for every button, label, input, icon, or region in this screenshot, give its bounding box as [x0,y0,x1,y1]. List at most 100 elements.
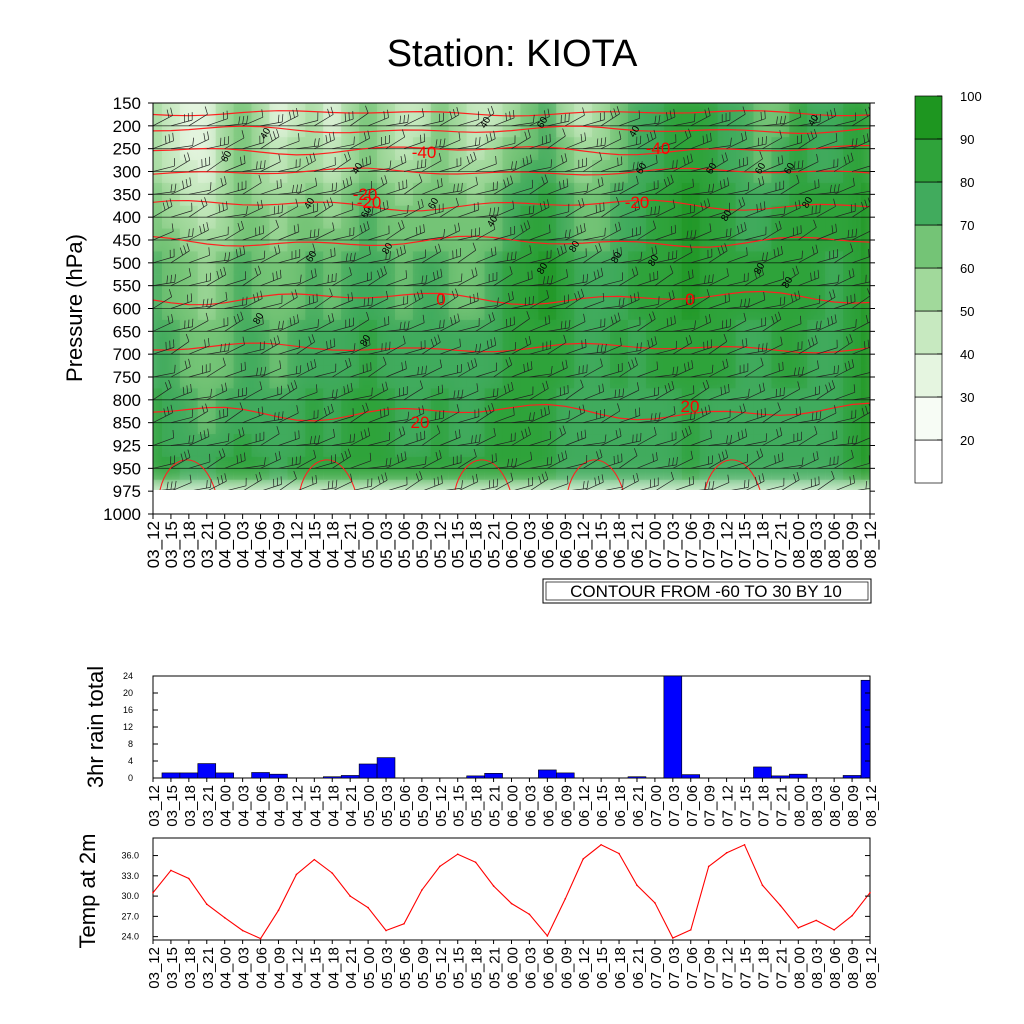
temp-point [797,927,800,929]
rh-cell [806,103,827,116]
colorbar-box [914,310,943,355]
time-tick-label: 05_15 [451,785,468,827]
colorbar-box [914,353,943,398]
wind-barb-flag [871,429,872,437]
surface-gap [153,490,870,514]
rain-bar [161,772,181,779]
time-tick-label: 05_06 [397,947,414,989]
time-tick-label: 07_15 [736,521,755,568]
time-tick-label: 03_15 [164,785,181,827]
wind-barb-flag [887,358,889,366]
temp-point [618,852,620,855]
time-tick-label: 08_03 [809,785,826,827]
time-tick-label: 08_00 [791,947,808,989]
time-tick-label: 05_18 [469,785,486,827]
rh-cell-edge [520,103,539,115]
time-tick-label: 06_15 [594,785,611,827]
colorbar-label: 50 [960,304,974,319]
time-tick-label: 05_21 [487,785,504,827]
temp-point [779,904,782,907]
time-tick-label: 04_03 [236,785,253,827]
wind-barb [869,125,870,126]
pressure-tick-label: 300 [113,163,141,182]
time-tick-label: 07_03 [664,521,683,568]
colorbar-label: 60 [960,261,974,276]
rain-y-tick-label: 8 [128,739,133,749]
time-tick-label: 05_18 [469,947,486,989]
pressure-tick-label: 700 [113,345,141,364]
time-tick-label: 04_00 [218,785,235,827]
time-tick-label: 05_03 [377,521,396,568]
time-tick-label: 04_18 [325,785,342,827]
colorbar-label: 80 [960,175,974,190]
time-tick-label: 05_18 [467,521,486,568]
time-tick-label: 04_15 [307,947,324,989]
pressure-tick-label: 950 [113,459,141,478]
wind-barb-flag [886,449,888,457]
pressure-tick-label: 1000 [103,505,141,524]
rh-cell-edge [215,103,234,115]
temp-point [313,858,316,861]
time-tick-label: 06_00 [505,947,522,989]
time-tick-label: 06_18 [612,785,629,827]
colorbar: 20 30 40 50 60 70 80 90 100 [914,89,982,484]
rh-cell-edge [179,103,198,115]
rh-cell [555,103,576,116]
time-tick-label: 07_09 [702,947,719,989]
colorbar-label: 90 [960,132,974,147]
wind-barb-flag [887,267,889,275]
time-tick-label: 07_09 [700,521,719,568]
time-tick-label: 04_21 [343,947,360,989]
time-tick-label: 05_21 [485,521,504,568]
temp-point [152,891,154,894]
temp-y-tick-label: 33.0 [121,871,139,881]
rh-cell-edge [628,103,646,115]
rh-cell [662,103,683,116]
rain-bar [466,775,485,779]
time-tick-label: 07_06 [684,947,701,989]
temperature-contour-label: -20 [353,185,378,204]
rh-cell-edge [341,103,360,115]
rh-cell-edge [861,103,870,115]
temp-point [492,885,495,887]
time-tick-label: 07_21 [773,947,790,989]
temperature-contour-label: 0 [436,290,445,309]
colorbar-box [914,439,943,484]
rh-cell-edge [753,103,772,115]
time-tick-label: 06_21 [630,947,647,989]
wind-barb [869,445,870,446]
time-tick-label: 07_12 [720,785,737,827]
rh-cell-edge [233,103,252,115]
wind-barb-flag [883,360,885,368]
colorbar-box [914,181,943,226]
wind-barb [869,216,870,218]
rh-cell [537,103,558,116]
time-tick-label: 05_15 [451,947,468,989]
rain-plot-frame [152,675,871,779]
pressure-tick-label: 650 [113,322,141,341]
pressure-tick-label: 550 [113,277,141,296]
rh-cell-edge [430,103,449,115]
rh-cell-edge [484,103,503,115]
rain-y-tick-label: 0 [128,773,133,783]
wind-barb-shaft [869,399,870,400]
temp-point [188,877,190,880]
rain-bar [340,775,360,779]
temp-point [510,902,513,905]
rh-cell [716,103,737,116]
temp-y-label: Temp at 2m [75,834,100,949]
time-tick-label: 03_15 [164,947,181,989]
rain-bar [251,772,270,779]
time-tick-label: 06_12 [576,785,593,827]
temp-point [205,903,208,905]
colorbar-label: 40 [960,347,974,362]
time-tick-label: 04_00 [218,947,235,989]
time-tick-label: 08_09 [845,785,862,827]
time-tick-label: 05_09 [415,947,432,989]
time-tick-label: 07_00 [646,521,665,568]
rh-cell-edge [592,103,611,115]
time-tick-label: 05_12 [433,785,450,827]
temp-point [439,865,441,868]
rh-cell-edge [153,103,162,115]
